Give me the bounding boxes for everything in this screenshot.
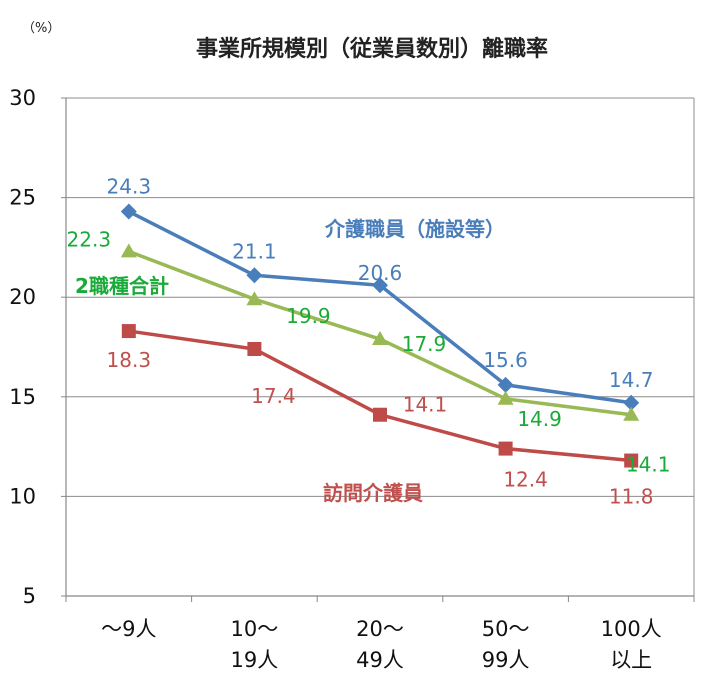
data-label: 24.3 [107,175,152,199]
square-marker [498,441,513,456]
data-label: 12.4 [503,468,548,492]
data-label: 18.3 [107,348,152,372]
square-marker [247,341,262,356]
data-label: 15.6 [483,348,528,372]
axes [61,97,695,602]
square-marker [121,324,136,339]
x-category-label: 99人 [482,648,530,672]
y-tick-labels: 5 10 15 20 25 30 [9,86,36,608]
square-marker [624,453,639,468]
triangle-marker [623,406,640,421]
data-label: 14.1 [626,453,671,477]
y-unit-label: （%） [22,21,60,36]
y-tick-label: 20 [9,285,36,309]
x-category-label: 50～ [482,617,530,641]
data-label: 22.3 [67,227,112,251]
data-label: 14.7 [609,368,654,392]
data-label: 14.1 [403,393,448,417]
x-category-label: 19人 [231,648,279,672]
diamond-marker [372,277,388,294]
diamond-marker [246,267,263,284]
diamond-marker [120,203,137,220]
series-markers [120,203,640,468]
data-label: 14.9 [517,407,562,431]
data-label: 19.9 [286,304,331,328]
data-label: 17.4 [251,384,296,408]
y-tick-label: 30 [9,86,36,110]
square-marker [373,407,387,422]
y-tick-label: 15 [9,385,36,409]
y-tick-label: 5 [23,584,36,608]
chart-title: 事業所規模別（従業員数別）離職率 [196,36,548,62]
data-label: 11.8 [609,485,654,509]
triangle-marker [246,291,263,306]
x-category-label: 以上 [610,648,652,672]
x-category-label: 100人 [601,617,662,641]
triangle-marker [372,331,388,346]
series-label: 2職種合計 [75,274,169,298]
triangle-marker [120,243,137,258]
data-label: 20.6 [358,261,403,285]
data-label: 17.9 [402,332,447,356]
x-category-label: 10～ [231,617,279,641]
x-category-label: 20～ [356,617,404,641]
diamond-marker [623,394,640,411]
diamond-marker [497,376,514,393]
data-labels: 24.3 21.1 20.6 15.6 14.7 22.3 19.9 17.9 14.9 14.1… [67,175,671,509]
series-line [128,329,632,463]
series-label: 介護職員（施設等） [324,217,505,241]
triangle-marker [497,390,514,405]
series-label: 訪問介護員 [323,481,423,505]
x-category-label: 49人 [356,648,404,672]
data-label: 21.1 [232,239,277,263]
y-tick-label: 10 [9,484,36,508]
y-tick-label: 25 [9,186,36,210]
x-category-label: ～9人 [101,617,156,641]
